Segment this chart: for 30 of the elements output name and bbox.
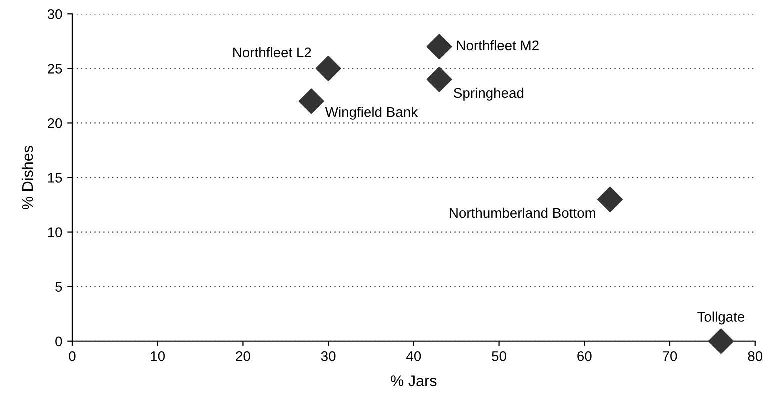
annotation: Northumberland Bottom	[450, 208, 596, 218]
y-tick-label: 0	[56, 336, 62, 347]
y-tick-label: 25	[48, 64, 62, 74]
x-tick-label: 30	[321, 351, 336, 362]
annotation: Northfleet L2	[234, 47, 312, 58]
y-tick-label: 5	[56, 282, 62, 292]
point	[426, 66, 452, 92]
point	[316, 56, 342, 82]
x-tick-label: 10	[151, 351, 166, 362]
annotation: Northfleet M2	[457, 40, 539, 51]
x-tick-label: 70	[663, 351, 678, 362]
y-axis-title: % Dishes	[22, 146, 34, 210]
annotation: Tollgate	[698, 312, 745, 325]
x-tick-label: 0	[69, 351, 76, 362]
point	[598, 186, 623, 212]
y-tick-label: 30	[48, 9, 62, 20]
y-tick-label: 10	[48, 228, 62, 238]
x-tick-label: 40	[406, 351, 422, 362]
x-tick-label: 60	[578, 351, 592, 362]
y-tick-label: 20	[48, 118, 62, 128]
x-tick-label: 80	[748, 351, 763, 362]
point	[708, 328, 734, 354]
x-tick-label: 20	[236, 351, 250, 362]
x-tick-label: 50	[492, 351, 506, 362]
point	[298, 88, 324, 114]
annotation: Springhead	[454, 88, 524, 101]
y-tick-label: 15	[48, 173, 62, 183]
x-axis-title: % Jars	[391, 376, 437, 386]
point	[426, 34, 452, 60]
annotation: Wingfield Bank	[325, 106, 418, 120]
